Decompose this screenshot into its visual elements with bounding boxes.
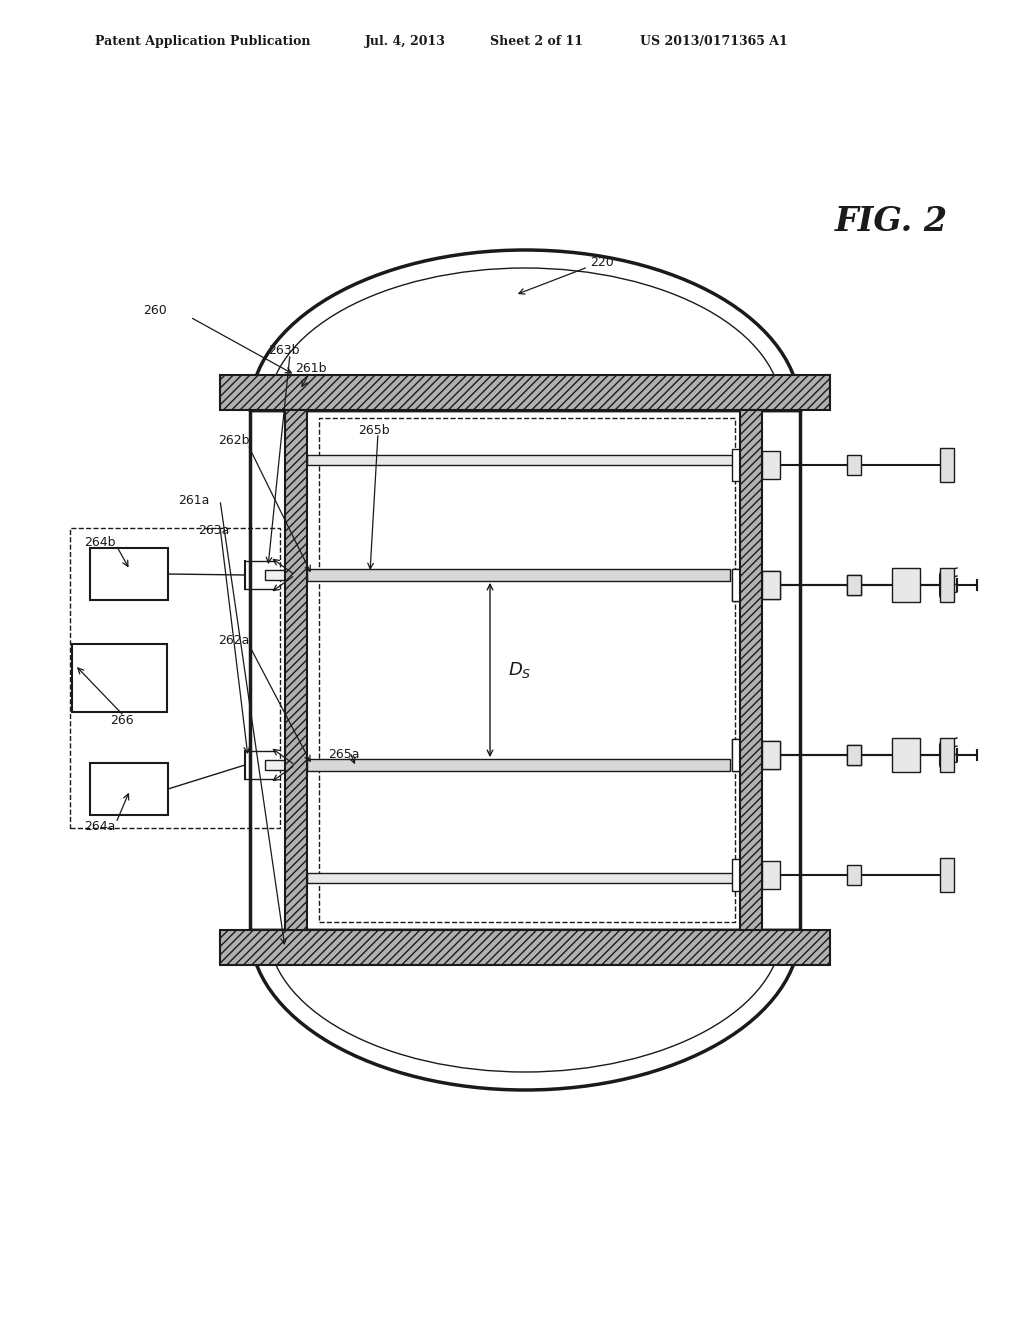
Bar [307, 455, 740, 465]
Bar [847, 576, 861, 595]
Bar [940, 447, 954, 482]
Text: 261a: 261a [178, 494, 209, 507]
Bar [90, 763, 168, 814]
Bar [762, 572, 780, 599]
Text: 266: 266 [110, 714, 133, 726]
Bar [762, 741, 780, 770]
Text: US 2013/0171365 A1: US 2013/0171365 A1 [640, 36, 787, 48]
Bar [732, 569, 754, 601]
Bar [847, 576, 861, 595]
Bar [319, 418, 735, 921]
Text: 262b: 262b [218, 433, 250, 446]
Bar [732, 739, 754, 771]
Text: Jul. 4, 2013: Jul. 4, 2013 [365, 36, 445, 48]
Bar [847, 744, 861, 766]
Text: Patent Application Publication: Patent Application Publication [95, 36, 310, 48]
Bar [940, 738, 954, 772]
Bar [732, 739, 754, 771]
Bar [892, 738, 920, 772]
Bar [762, 741, 780, 770]
Text: 262a: 262a [218, 634, 250, 647]
Bar [732, 859, 754, 891]
Text: 220: 220 [590, 256, 613, 268]
Bar [740, 411, 762, 931]
Text: 264a: 264a [84, 820, 116, 833]
Bar [732, 569, 754, 601]
Bar [307, 569, 730, 581]
Bar [307, 759, 730, 771]
Bar [940, 858, 954, 892]
Bar [940, 568, 954, 602]
Text: 265b: 265b [358, 424, 389, 437]
Bar [847, 865, 861, 884]
Bar [847, 744, 861, 766]
Bar [285, 411, 307, 931]
Text: 264b: 264b [84, 536, 116, 549]
Text: 260: 260 [143, 304, 167, 317]
Bar [732, 449, 754, 480]
Bar [220, 931, 830, 965]
Bar [307, 873, 740, 883]
Text: Sheet 2 of 11: Sheet 2 of 11 [490, 36, 583, 48]
Bar [892, 568, 920, 602]
Text: 265a: 265a [328, 748, 359, 762]
Bar [762, 861, 780, 888]
Bar [762, 572, 780, 599]
Text: FIG. 2: FIG. 2 [835, 205, 948, 238]
Text: 263a: 263a [198, 524, 229, 536]
Bar [90, 548, 168, 601]
Bar [70, 528, 280, 828]
Bar [847, 455, 861, 475]
Bar [265, 570, 340, 579]
Text: $D_S$: $D_S$ [508, 660, 531, 680]
Bar [762, 451, 780, 479]
Bar [220, 375, 830, 411]
Bar [72, 644, 167, 711]
Text: 261b: 261b [295, 362, 327, 375]
Bar [250, 411, 800, 931]
Bar [265, 760, 340, 770]
Text: 263b: 263b [268, 343, 299, 356]
